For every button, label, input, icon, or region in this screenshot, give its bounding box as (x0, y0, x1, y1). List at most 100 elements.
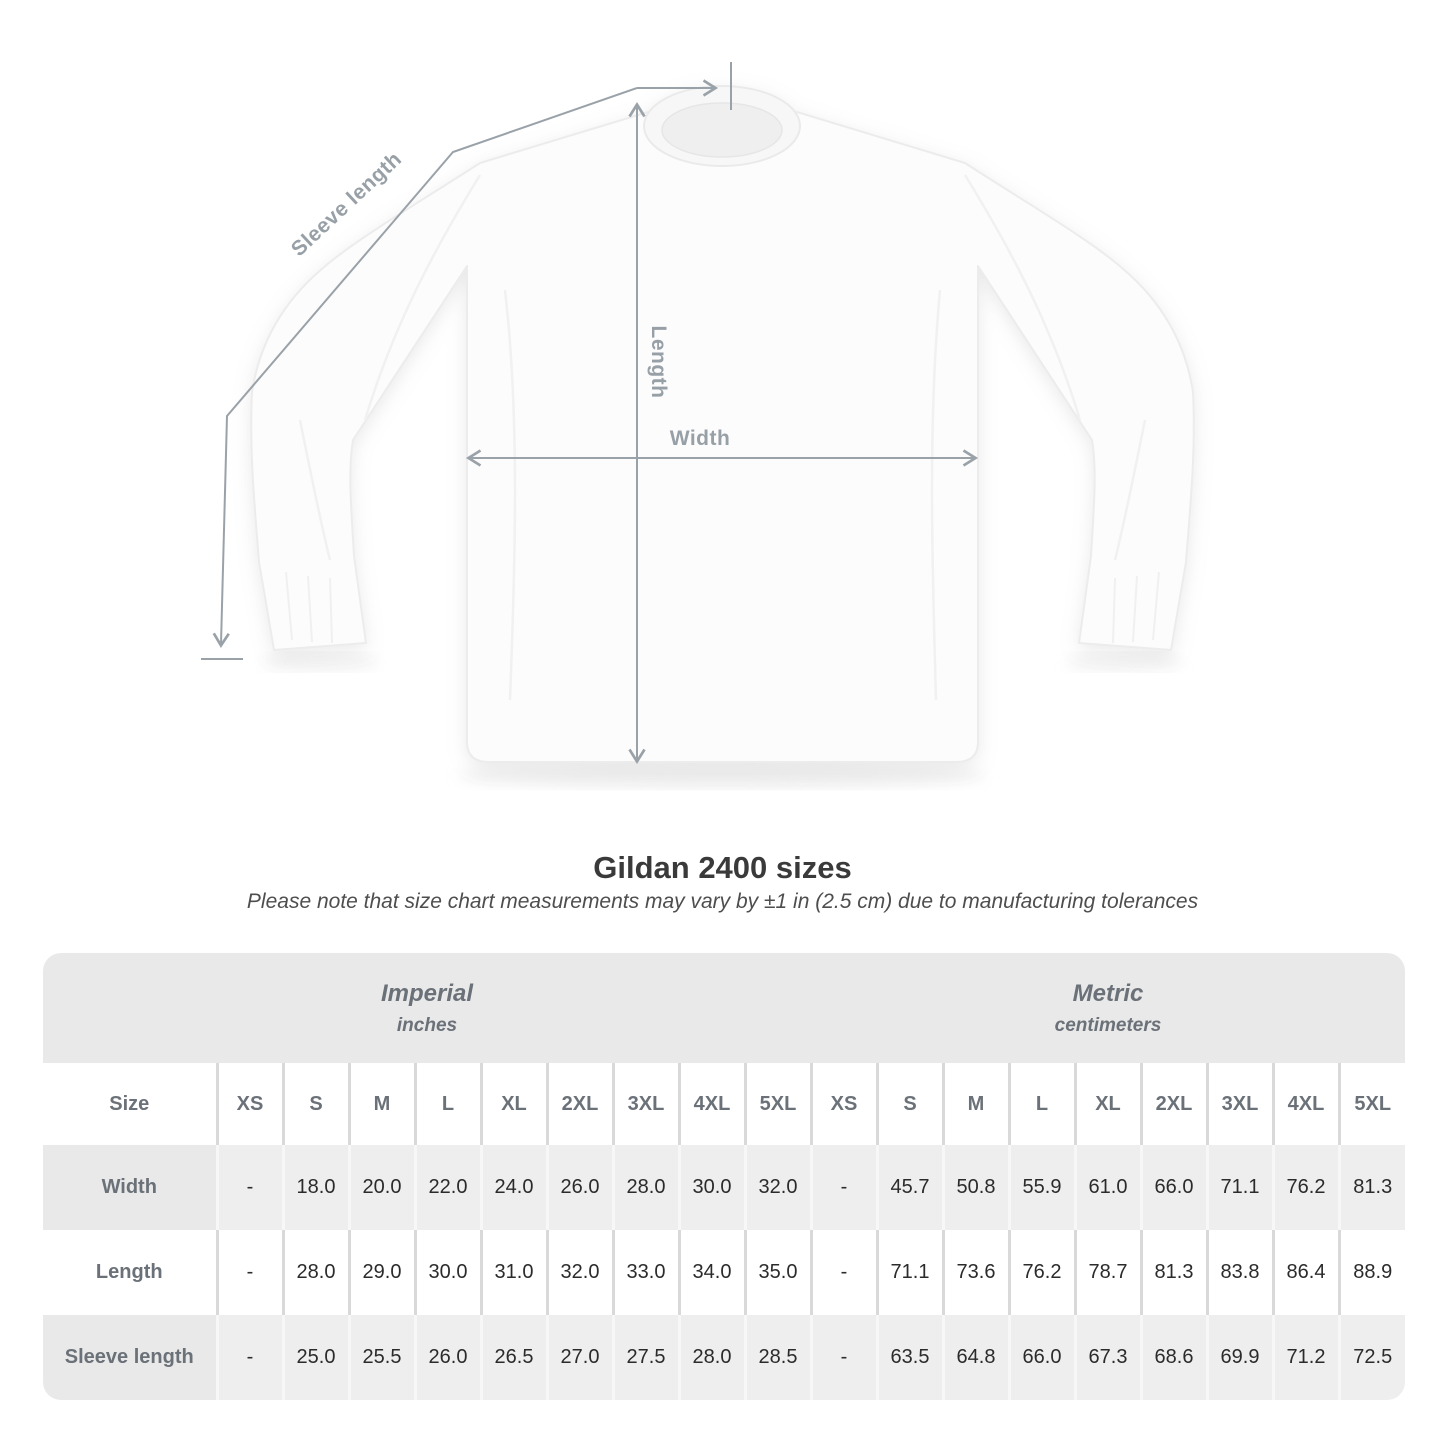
shirt-body (250, 111, 1195, 763)
metric-value-cell: 71.1 (875, 1230, 943, 1315)
metric-size-col-l: L (1007, 1063, 1075, 1145)
imperial-value-cell: 24.0 (479, 1145, 547, 1230)
length-label: Length (647, 326, 670, 399)
metric-value-cell: 61.0 (1073, 1145, 1141, 1230)
imperial-value-cell: 28.0 (281, 1230, 349, 1315)
imperial-value-cell: 28.0 (611, 1145, 679, 1230)
metric-section-header: Metric centimeters (811, 953, 1405, 1063)
imperial-value-cell: 25.0 (281, 1315, 349, 1400)
imperial-size-col-m: M (347, 1063, 415, 1145)
imperial-value-cell: 28.5 (743, 1315, 811, 1400)
metric-size-col-m: M (941, 1063, 1009, 1145)
imperial-value-cell: 34.0 (677, 1230, 745, 1315)
right-cuff-ribs (1112, 571, 1160, 644)
metric-value-cell: 72.5 (1337, 1315, 1405, 1400)
metric-size-col-2xl: 2XL (1139, 1063, 1207, 1145)
metric-value-cell: - (809, 1145, 877, 1230)
right-cuff-shadow (1066, 653, 1182, 671)
measure-row-width: Width -18.0 20.0 22.0 24.0 26.0 28.0 30.0 32.0-4… (43, 1145, 1405, 1230)
shirt-measurement-diagram: Sleeve length Length Width (201, 62, 1195, 788)
imperial-value-cell: - (215, 1145, 283, 1230)
imperial-size-col-xl: XL (479, 1063, 547, 1145)
metric-value-cell: - (809, 1230, 877, 1315)
metric-value-cell: 71.1 (1205, 1145, 1273, 1230)
imperial-size-col-3xl: 3XL (611, 1063, 679, 1145)
imperial-value-cell: - (215, 1230, 283, 1315)
right-sleeve-fold (963, 174, 1082, 421)
imperial-value-cell: 25.5 (347, 1315, 415, 1400)
metric-value-cell: 55.9 (1007, 1145, 1075, 1230)
size-header-row: Size XS S M L XL 2XL 3XL 4XL 5XL XS S M L XL 2XL 3XL 4XL 5… (43, 1063, 1405, 1145)
metric-size-col-5xl: 5XL (1337, 1063, 1405, 1145)
metric-value-cell: 78.7 (1073, 1230, 1141, 1315)
right-forearm-fold (1113, 419, 1147, 561)
imperial-value-cell: 28.0 (677, 1315, 745, 1400)
metric-value-cell: 81.3 (1337, 1145, 1405, 1230)
imperial-size-col-4xl: 4XL (677, 1063, 745, 1145)
metric-value-cell: 73.6 (941, 1230, 1009, 1315)
metric-size-col-4xl: 4XL (1271, 1063, 1339, 1145)
sleeve-length-dimension-line (212, 87, 638, 649)
size-table-container: Imperial inches Metric centimeters Size X… (43, 953, 1405, 1400)
metric-value-cell: 71.2 (1271, 1315, 1339, 1400)
width-label: Width (670, 427, 731, 450)
left-forearm-fold (298, 419, 332, 561)
metric-value-cell: 67.3 (1073, 1315, 1141, 1400)
metric-value-cell: 68.6 (1139, 1315, 1207, 1400)
left-cuff-shadow (262, 653, 378, 671)
left-sleeve-fold (363, 174, 482, 421)
metric-size-col-3xl: 3XL (1205, 1063, 1273, 1145)
size-column-header: Size (43, 1063, 217, 1145)
metric-value-cell: 86.4 (1271, 1230, 1339, 1315)
row-label: Length (43, 1230, 217, 1315)
metric-value-cell: 64.8 (941, 1315, 1009, 1400)
size-table-body: Width -18.0 20.0 22.0 24.0 26.0 28.0 30.0 32.0-4… (43, 1145, 1405, 1400)
metric-size-col-xl: XL (1073, 1063, 1141, 1145)
imperial-value-cell: 32.0 (545, 1230, 613, 1315)
imperial-value-cell: 35.0 (743, 1230, 811, 1315)
shirt-illustration (250, 85, 1195, 763)
metric-value-cell: 76.2 (1007, 1230, 1075, 1315)
measure-row-length: Length -28.0 29.0 30.0 31.0 32.0 33.0 34.0 35.0-… (43, 1230, 1405, 1315)
metric-value-cell: 83.8 (1205, 1230, 1273, 1315)
metric-size-col-xs: XS (809, 1063, 877, 1145)
imperial-size-col-xs: XS (215, 1063, 283, 1145)
unit-section-row: Imperial inches Metric centimeters (43, 953, 1405, 1063)
shirt-diagram-svg: Sleeve length Length Width (201, 62, 1195, 788)
collar-opening (661, 102, 783, 158)
row-label: Width (43, 1145, 217, 1230)
body-fold-right (930, 289, 942, 701)
imperial-value-cell: 27.0 (545, 1315, 613, 1400)
imperial-section-unit: inches (396, 1014, 458, 1036)
imperial-value-cell: 18.0 (281, 1145, 349, 1230)
tolerance-note: Please note that size chart measurements… (246, 890, 1199, 913)
imperial-value-cell: 31.0 (479, 1230, 547, 1315)
page-title: Gildan 2400 sizes (593, 850, 852, 885)
imperial-size-col-2xl: 2XL (545, 1063, 613, 1145)
imperial-section-title: Imperial (380, 979, 474, 1007)
imperial-value-cell: 27.5 (611, 1315, 679, 1400)
imperial-section-header: Imperial inches (43, 953, 811, 1063)
imperial-value-cell: 26.0 (413, 1315, 481, 1400)
hem-shadow (457, 764, 987, 788)
metric-value-cell: 45.7 (875, 1145, 943, 1230)
metric-value-cell: - (809, 1315, 877, 1400)
imperial-value-cell: 30.0 (413, 1230, 481, 1315)
imperial-value-cell: 32.0 (743, 1145, 811, 1230)
left-cuff-ribs (285, 571, 333, 644)
imperial-size-col-5xl: 5XL (743, 1063, 811, 1145)
dimension-lines (201, 62, 979, 765)
metric-value-cell: 66.0 (1139, 1145, 1207, 1230)
metric-section-unit: centimeters (1054, 1014, 1162, 1036)
measure-row-sleeve-length: Sleeve length -25.0 25.5 26.0 26.5 27.0 27.5 28… (43, 1315, 1405, 1400)
row-label: Sleeve length (43, 1315, 217, 1400)
metric-value-cell: 66.0 (1007, 1315, 1075, 1400)
metric-section-title: Metric (1072, 979, 1144, 1007)
body-fold-left (503, 289, 517, 701)
imperial-value-cell: 33.0 (611, 1230, 679, 1315)
size-table: Imperial inches Metric centimeters Size X… (43, 953, 1405, 1400)
imperial-size-col-s: S (281, 1063, 349, 1145)
metric-size-col-s: S (875, 1063, 943, 1145)
metric-value-cell: 81.3 (1139, 1230, 1207, 1315)
imperial-value-cell: 26.0 (545, 1145, 613, 1230)
